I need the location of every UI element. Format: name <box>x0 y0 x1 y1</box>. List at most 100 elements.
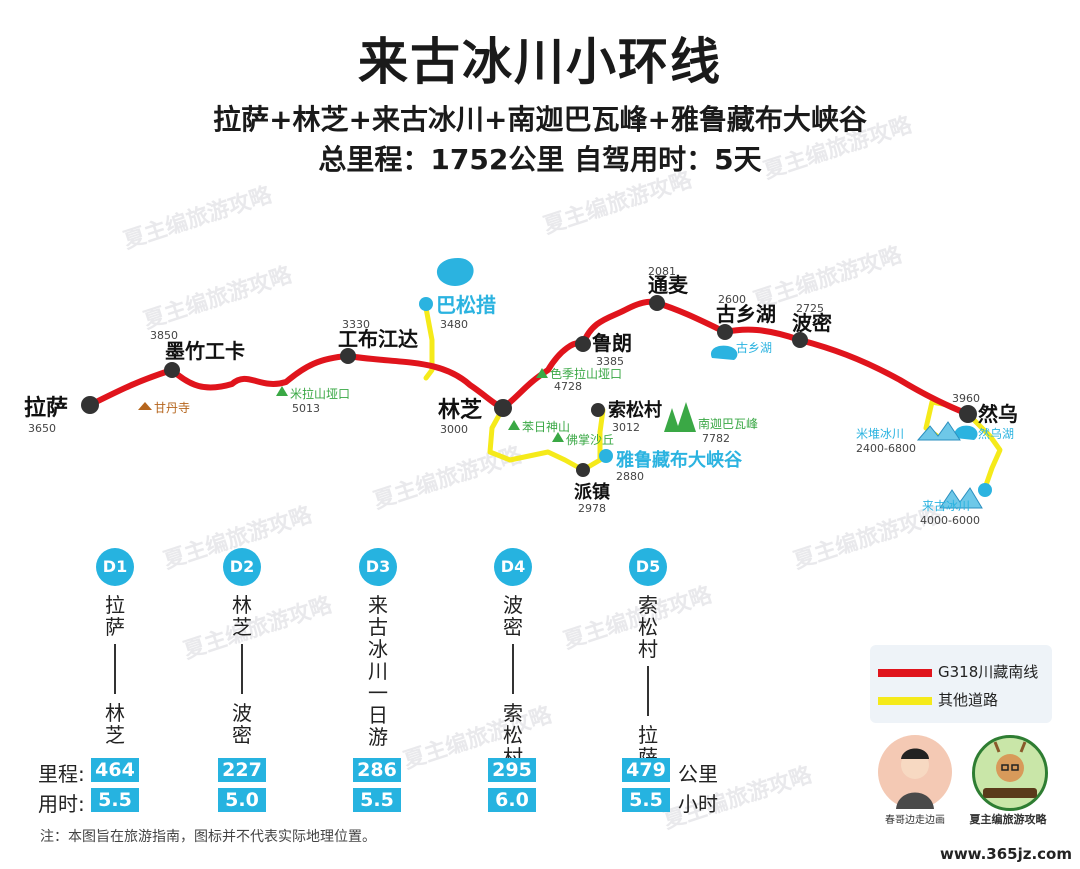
road-basongcuo <box>423 305 435 381</box>
site-url: www.365jz.com <box>939 845 1072 863</box>
city-mozhu-marker <box>164 362 180 378</box>
city-bomi-marker <box>792 332 808 348</box>
poi-laigu-alt: 4000-6000 <box>920 514 980 527</box>
city-lulang-marker <box>575 336 591 352</box>
city-paizhen-alt: 2978 <box>578 502 606 515</box>
city-suosong-marker <box>591 403 605 417</box>
city-lulang-alt: 3385 <box>596 355 624 368</box>
city-lhasa-label: 拉萨 <box>24 395 68 421</box>
day-3-from: 来古冰川一日游 <box>368 593 388 749</box>
summary-subtitle: 总里程：1752公里 自驾用时：5天 <box>318 143 762 176</box>
poi-sejila-alt: 4728 <box>554 380 582 393</box>
city-paizhen-label: 派镇 <box>574 481 610 503</box>
poi-basongcuo-label: 巴松措 <box>436 293 496 317</box>
day-2-hours: 5.0 <box>218 788 266 812</box>
city-ranwu-marker <box>959 405 977 423</box>
glacier-icon <box>916 421 961 441</box>
city-bomi-label: 波密 <box>792 311 832 335</box>
city-suosong-label: 索松村 <box>608 399 662 421</box>
city-lhasa-alt: 3650 <box>28 422 56 435</box>
mountain-icon <box>508 420 520 430</box>
legend-other-swatch <box>878 696 932 705</box>
legend-main-label: G318川藏南线 <box>938 663 1039 681</box>
route-subtitle: 拉萨+林芝+来古冰川+南迦巴瓦峰+雅鲁藏布大峡谷 <box>213 103 867 136</box>
divider <box>512 644 514 694</box>
poi-yarlung-alt: 2880 <box>616 470 644 483</box>
day-5-badge: D5 <box>629 548 667 586</box>
mountain-icon <box>276 386 288 396</box>
city-linzhi-alt: 3000 <box>440 423 468 436</box>
city-ranwu-label: 然乌 <box>978 402 1018 426</box>
city-lhasa-marker <box>81 396 99 414</box>
day-4-from: 波密 <box>503 593 523 639</box>
lake-icon <box>710 345 738 360</box>
poi-midui-label: 米堆冰川 <box>856 427 904 441</box>
city-ranwu-alt: 3960 <box>952 392 980 405</box>
day-4-to: 索松村 <box>503 701 523 769</box>
poi-laigu-marker <box>978 483 992 497</box>
legend-other-row: 其他道路 <box>878 689 998 710</box>
road-laigu <box>965 411 1003 491</box>
city-guxiang-marker <box>717 324 733 340</box>
day-4: D4 波密 索松村 <box>453 548 573 768</box>
poi-benri-label: 苯日神山 <box>522 420 570 434</box>
day-5-hours: 5.5 <box>622 788 670 812</box>
city-guxiang-label: 古乡湖 <box>716 302 776 326</box>
mountain-icon <box>536 368 548 378</box>
legend-other-label: 其他道路 <box>938 691 999 709</box>
lake-icon <box>436 258 474 286</box>
day-1-from: 拉萨 <box>105 593 125 639</box>
deer-logo-icon <box>983 741 1037 798</box>
city-paizhen-marker <box>576 463 590 477</box>
city-tongmai-alt: 2081 <box>648 265 676 278</box>
poi-namjagbarwa-label: 南迦巴瓦峰 <box>698 416 758 431</box>
day-5-from: 索松村 <box>638 593 658 661</box>
poi-ranwulake-label: 然乌湖 <box>978 426 1014 441</box>
poi-namjagbarwa-alt: 7782 <box>702 432 730 445</box>
author-right-label: 夏主编旅游攻略 <box>969 813 1047 826</box>
poi-yarlung-marker <box>599 449 613 463</box>
city-gongbu-marker <box>340 348 356 364</box>
distance-label: 里程: <box>38 762 85 786</box>
day-2-from: 林芝 <box>232 593 252 639</box>
divider <box>114 644 116 694</box>
city-guxiang-alt: 2600 <box>718 293 746 306</box>
day-2-distance: 227 <box>218 758 266 782</box>
legend-main-row: G318川藏南线 <box>878 661 1038 682</box>
mountain-icon <box>552 432 564 442</box>
day-4-hours: 6.0 <box>488 788 536 812</box>
road-suosong <box>580 407 606 473</box>
poi-basongcuo-alt: 3480 <box>440 318 468 331</box>
day-4-badge: D4 <box>494 548 532 586</box>
day-4-distance: 295 <box>488 758 536 782</box>
temple-icon <box>138 402 152 410</box>
poi-basongcuo-marker <box>419 297 433 311</box>
hours-label: 用时: <box>38 792 85 816</box>
city-linzhi-marker <box>494 399 512 417</box>
day-1-hours: 5.5 <box>91 788 139 812</box>
city-bomi-alt: 2725 <box>796 302 824 315</box>
city-mozhu-label: 墨竹工卡 <box>165 339 245 363</box>
day-3-hours: 5.5 <box>353 788 401 812</box>
road-paizhen <box>487 405 586 473</box>
city-tongmai-marker <box>649 295 665 311</box>
city-mozhu-alt: 3850 <box>150 329 178 342</box>
city-gongbu-label: 工布江达 <box>338 327 418 351</box>
cartoon-face-icon <box>896 748 934 809</box>
city-suosong-alt: 3012 <box>612 421 640 434</box>
day-2-to: 波密 <box>232 701 252 747</box>
day-2-badge: D2 <box>223 548 261 586</box>
brand-avatar <box>972 735 1048 811</box>
hour-unit: 小时 <box>678 792 718 816</box>
route-map: 拉萨 3650 墨竹工卡 3850 工布江达 3330 林芝 3000 鲁朗 3… <box>24 258 1018 527</box>
poi-ganding-label: 甘丹寺 <box>154 401 190 415</box>
day-1-badge: D1 <box>96 548 134 586</box>
poi-midui-alt: 2400-6800 <box>856 442 916 455</box>
poi-fozhang-label: 佛掌沙丘 <box>566 433 614 447</box>
day-1-to: 林芝 <box>105 701 125 747</box>
poi-yarlung-label: 雅鲁藏布大峡谷 <box>615 449 743 471</box>
page-title: 来古冰川小环线 <box>358 33 722 91</box>
day-3: D3 来古冰川一日游 <box>318 548 438 748</box>
poi-milashan-label: 米拉山垭口 <box>290 386 350 401</box>
author-left-label: 春哥边走边画 <box>885 815 945 826</box>
